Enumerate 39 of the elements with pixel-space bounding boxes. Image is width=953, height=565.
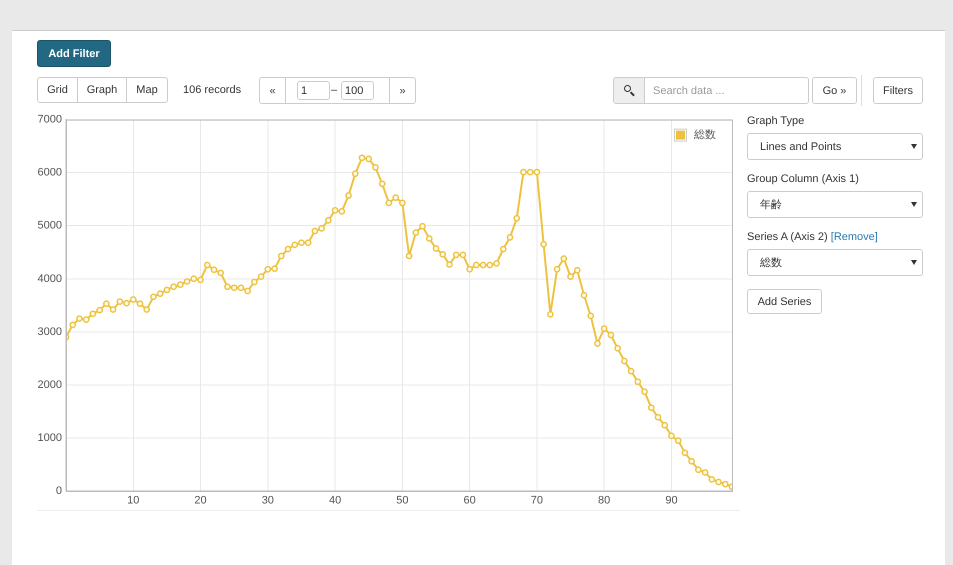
x-tick-label: 60 — [464, 494, 476, 507]
text: Lines and Points — [760, 140, 842, 152]
y-tick-label: 7000 — [38, 114, 62, 126]
text: 106 records — [183, 84, 242, 96]
text: Add Filter — [48, 48, 100, 60]
text: 100 — [345, 84, 364, 96]
x-tick-label: 70 — [530, 494, 544, 507]
text: 総数 — [760, 256, 782, 270]
x-tick-label: 40 — [328, 494, 342, 507]
text: » — [399, 84, 406, 96]
text: 1 — [301, 84, 308, 96]
y-tick-label: 1000 — [38, 432, 62, 444]
y-tick-label: 3000 — [38, 326, 62, 338]
x-tick-label: 10 — [127, 494, 140, 507]
text: Graph — [86, 84, 118, 96]
text: 年齢 — [760, 198, 782, 212]
text: [Remove] — [830, 231, 878, 243]
text: « — [269, 84, 276, 96]
legend-label: 総数 — [693, 129, 716, 142]
y-tick-label: 5000 — [38, 220, 62, 232]
text: Search data ... — [653, 84, 725, 96]
text: – — [331, 84, 338, 96]
x-tick-label: 30 — [262, 494, 274, 507]
y-tick-label: 2000 — [38, 378, 62, 391]
x-tick-label: 90 — [665, 494, 678, 507]
text: Map — [136, 84, 158, 96]
text: Group Column (Axis 1) — [747, 173, 859, 185]
x-tick-label: 20 — [194, 494, 207, 507]
x-tick-label: 50 — [396, 494, 408, 507]
y-tick-label: 0 — [56, 485, 62, 498]
x-tick-label: 80 — [598, 494, 610, 507]
text: Grid — [47, 84, 68, 96]
text: Series A (Axis 2) — [747, 231, 828, 243]
text: Filters — [883, 84, 913, 96]
text: Add Series — [758, 296, 812, 308]
text: Graph Type — [747, 115, 804, 127]
y-tick-label: 6000 — [38, 166, 62, 179]
y-tick-label: 4000 — [38, 272, 62, 285]
text: Go » — [822, 84, 846, 96]
